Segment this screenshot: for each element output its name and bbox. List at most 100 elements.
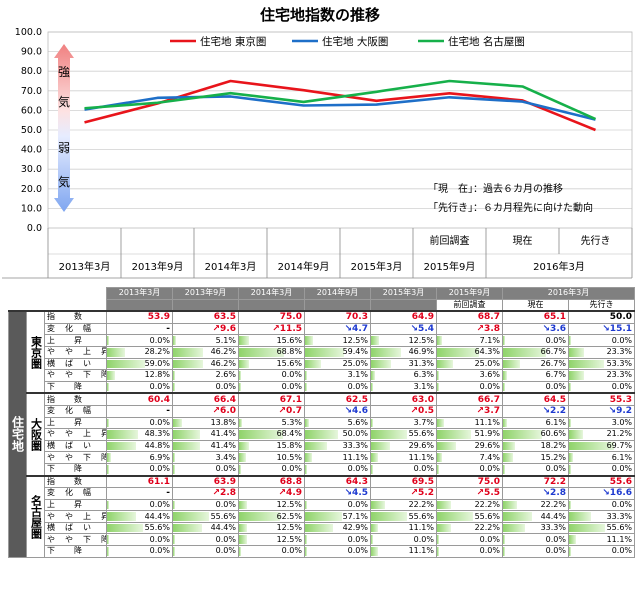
percent-cell: 0.0% — [238, 369, 305, 382]
change-value: ↗3.7 — [436, 404, 503, 418]
percent-value: 6.7% — [545, 370, 566, 380]
percent-value: 55.6% — [408, 511, 434, 521]
table-row: 横 ば い 59.0% 46.2% 15.6% 25.0% 31.3% 25.0% 26.7%… — [9, 357, 636, 371]
table-row: や や 下 降 12.8% 2.6% 0.0% 3.1% 6.3% 3.6% 6.7% 23.3… — [9, 369, 636, 382]
percent-bar — [305, 547, 307, 556]
percent-value: 3.0% — [611, 417, 633, 427]
column-header: 2014年9月 — [304, 287, 371, 300]
percent-cell: 41.4% — [172, 439, 239, 453]
strength-arrow-label: 弱 — [58, 141, 70, 155]
percent-cell: 62.5% — [238, 510, 305, 523]
percent-cell: 0.0% — [238, 380, 305, 394]
index-value: 67.1 — [238, 392, 305, 406]
percent-cell: 60.6% — [502, 428, 569, 441]
percent-value: 0.0% — [347, 546, 368, 556]
percent-cell: 57.1% — [304, 510, 371, 523]
percent-bar — [503, 418, 507, 428]
percent-value: 11.1% — [474, 417, 500, 427]
index-value: 64.3 — [304, 474, 371, 489]
percent-bar — [107, 512, 136, 521]
percent-bar — [107, 430, 139, 439]
percent-bar — [173, 523, 202, 533]
row-label: 変 化 幅 — [44, 487, 107, 500]
percent-value: 62.5% — [276, 511, 302, 521]
percent-bar — [437, 336, 442, 345]
row-label: や や 上 昇 — [44, 510, 107, 523]
percent-bar — [437, 523, 452, 533]
percent-cell: 12.8% — [106, 369, 173, 382]
percent-bar — [173, 547, 175, 556]
table-row: や や 上 昇 44.4% 55.6% 62.5% 57.1% 55.6% 55.6% 44.… — [9, 510, 636, 523]
percent-value: 23.3% — [606, 370, 633, 380]
percent-cell: 0.0% — [106, 380, 173, 394]
change-value: ↘15.1 — [567, 322, 636, 336]
percent-value: 44.8% — [144, 441, 170, 451]
percent-bar — [173, 336, 177, 345]
percent-cell: 12.5% — [370, 334, 437, 347]
percent-bar — [569, 512, 591, 521]
percent-cell: 6.7% — [502, 369, 569, 382]
percent-cell: 0.0% — [436, 533, 503, 547]
percent-bar — [437, 441, 457, 451]
chart-note: 「現 在」：過去６カ月の推移 — [428, 182, 563, 195]
percent-bar — [437, 464, 439, 474]
percent-value: 3.7% — [413, 417, 434, 427]
percent-cell: 11.1% — [567, 533, 636, 547]
percent-value: 7.1% — [479, 335, 500, 345]
table-row: 上 昇 0.0% 5.1% 15.6% 12.5% 12.5% 7.1% 0.0% 0.0% — [9, 334, 636, 347]
percent-bar — [503, 547, 505, 556]
percent-bar — [173, 347, 204, 357]
percent-cell: 59.0% — [106, 357, 173, 371]
header-row: 2013年3月 2013年9月 2014年3月 2014年9月 2015年3月 2015年… — [9, 287, 636, 300]
index-value: 50.0 — [567, 310, 636, 324]
percent-cell: 0.0% — [172, 545, 239, 558]
percent-value: 22.2% — [540, 499, 566, 509]
percent-bar — [173, 430, 200, 439]
index-value: 66.4 — [172, 392, 239, 406]
x-label-top: 先行き — [581, 234, 611, 247]
percent-bar — [107, 535, 109, 545]
percent-cell: 0.0% — [436, 545, 503, 558]
percent-cell: 59.4% — [304, 345, 371, 359]
percent-value: 3.4% — [215, 452, 236, 462]
x-label-bottom: 2014年3月 — [205, 260, 257, 273]
percent-bar — [107, 418, 109, 428]
y-tick-label: 90.0 — [21, 47, 42, 58]
percent-value: 11.1% — [342, 452, 368, 462]
row-label: や や 下 降 — [44, 369, 107, 382]
legend-label: 住宅地 東京圏 — [200, 35, 266, 48]
change-value: ↘2.2 — [502, 404, 569, 418]
percent-bar — [239, 441, 250, 451]
percent-bar — [569, 347, 585, 357]
data-table: 2013年3月 2013年9月 2014年3月 2014年9月 2015年3月 2015年… — [8, 287, 636, 558]
row-label: 横 ば い — [44, 521, 107, 535]
percent-value: 0.0% — [479, 464, 500, 474]
percent-value: 22.2% — [474, 523, 500, 533]
subheader-empty — [304, 298, 371, 312]
percent-value: 0.0% — [611, 335, 633, 345]
table-row: や や 下 降 0.0% 0.0% 12.5% 0.0% 0.0% 0.0% 0.0% 11.1… — [9, 533, 636, 547]
percent-value: 21.2% — [606, 429, 633, 439]
percent-bar — [569, 418, 571, 428]
change-value: ↗3.8 — [436, 322, 503, 336]
percent-cell: 33.3% — [304, 439, 371, 453]
row-label: 上 昇 — [44, 498, 107, 512]
percent-cell: 41.4% — [172, 428, 239, 441]
percent-value: 6.9% — [149, 452, 170, 462]
table-row: 変 化 幅 - ↗9.6 ↗11.5 ↘4.7 ↘5.4 ↗3.8 ↘3.6 ↘15.1 — [9, 322, 636, 336]
percent-cell: 0.0% — [304, 533, 371, 547]
percent-bar — [503, 523, 525, 533]
row-label: 上 昇 — [44, 416, 107, 430]
percent-value: 0.0% — [281, 464, 302, 474]
percent-cell: 0.0% — [304, 498, 371, 512]
percent-value: 22.2% — [408, 499, 434, 509]
percent-bar — [503, 382, 505, 392]
percent-cell: 53.3% — [567, 357, 636, 371]
change-value: ↗6.0 — [172, 404, 239, 418]
percent-value: 69.7% — [606, 441, 633, 451]
percent-cell: 0.0% — [502, 380, 569, 394]
percent-cell: 25.0% — [304, 357, 371, 371]
row-label: 指 数 — [44, 392, 107, 406]
percent-bar — [371, 523, 379, 533]
index-value: 64.9 — [370, 310, 437, 324]
